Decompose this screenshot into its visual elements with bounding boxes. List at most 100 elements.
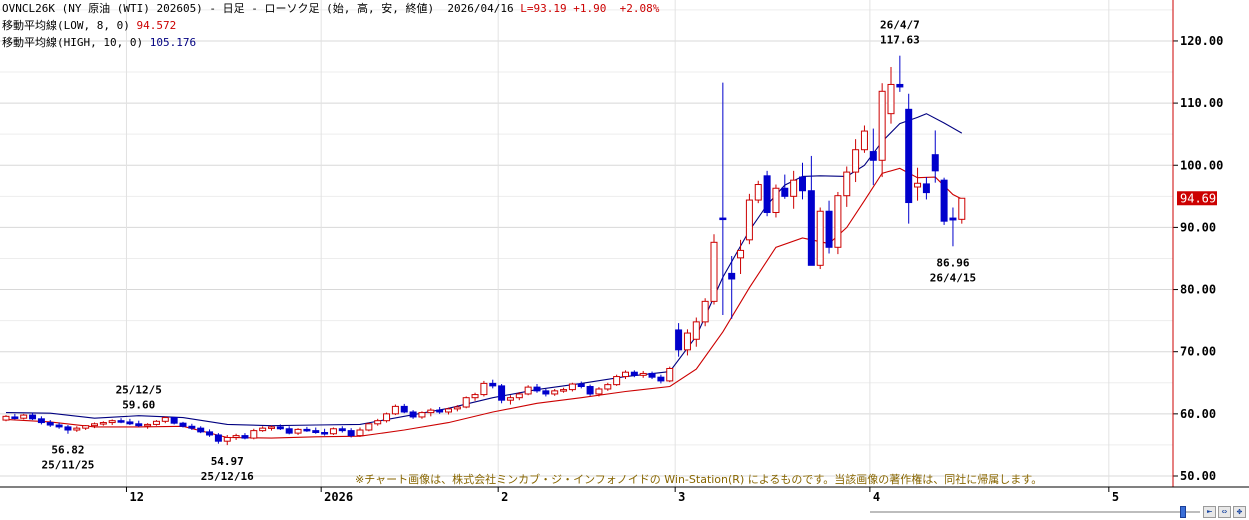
candle-up <box>568 383 576 391</box>
y-tick-label: 120.00 <box>1180 34 1223 48</box>
candle-down <box>905 108 913 204</box>
candle-down <box>896 83 904 88</box>
candle-down <box>825 210 833 248</box>
annotation-date: 26/4/7 <box>880 19 920 32</box>
candle-up <box>453 406 461 410</box>
candle-down <box>206 431 214 436</box>
candle-up <box>232 435 240 438</box>
candle-down <box>940 179 948 222</box>
candle-up <box>843 171 851 197</box>
annotation-value: 86.96 <box>936 256 969 269</box>
candle-up <box>772 187 780 213</box>
y-tick-label: 50.00 <box>1180 469 1216 483</box>
y-tick-label: 80.00 <box>1180 283 1216 297</box>
legend-ma-low-value: 94.572 <box>136 19 177 32</box>
candle-up <box>754 184 762 201</box>
candle-down <box>55 424 63 428</box>
candle-down <box>126 421 134 425</box>
zoom-in-icon[interactable]: ⇔ <box>1218 506 1231 518</box>
candle-up <box>161 417 169 422</box>
candle-down <box>489 382 497 387</box>
chart-title: OVNCL26K (NY 原油 (WTI) 202605) - 日足 - ローソ… <box>2 2 435 15</box>
candle-down <box>577 383 585 388</box>
current-price-badge <box>1177 191 1217 206</box>
candle-up <box>374 420 382 425</box>
candle-up <box>356 429 364 437</box>
candle-up <box>506 397 514 401</box>
candle-down <box>436 409 444 413</box>
candle-up <box>268 426 275 429</box>
candle-down <box>276 426 284 430</box>
candle-down <box>400 405 408 413</box>
candle-up <box>418 412 426 418</box>
candle-up <box>294 428 302 434</box>
candle-up <box>144 423 152 427</box>
candle-down <box>117 420 125 423</box>
legend-ma-high-value: 105.176 <box>149 36 197 49</box>
candle-up <box>737 249 745 259</box>
candle-up <box>639 372 647 376</box>
candle-down <box>675 329 683 351</box>
y-tick-label: 110.00 <box>1180 96 1223 110</box>
candle-up <box>852 149 860 173</box>
annotation-date: 25/11/25 <box>41 459 94 472</box>
scrollbar-thumb[interactable] <box>1180 506 1186 518</box>
candle-up <box>2 415 10 421</box>
annotation-value: 59.60 <box>122 399 155 412</box>
candle-up <box>613 376 621 386</box>
zoom-out-icon[interactable]: ⇤ <box>1203 506 1216 518</box>
candle-up <box>710 241 718 302</box>
plot-background <box>0 0 1173 487</box>
candle-down <box>648 372 656 378</box>
candle-up <box>73 427 81 431</box>
price-change-pct: +2.08% <box>619 2 660 15</box>
candle-down <box>542 390 550 395</box>
candle-down <box>241 435 249 439</box>
candle-down <box>781 187 789 197</box>
quote-date: 2026/04/16 <box>447 2 514 15</box>
candle-up <box>816 210 824 266</box>
candle-down <box>312 430 320 433</box>
candle-down <box>719 217 727 221</box>
candle-up <box>887 83 895 115</box>
candle-up <box>383 413 391 422</box>
candle-down <box>630 371 638 376</box>
candle-up <box>20 414 28 419</box>
candle-up <box>878 90 886 161</box>
candle-down <box>188 425 196 429</box>
candle-up <box>365 423 373 431</box>
candle-down <box>170 417 178 424</box>
candle-down <box>728 272 736 280</box>
legend-ma-high-label: 移動平均線(HIGH, 10, 0) <box>2 36 144 49</box>
candle-down <box>321 431 329 435</box>
candle-up <box>622 371 629 378</box>
candle-down <box>409 411 417 418</box>
candle-up <box>108 420 116 424</box>
candle-down <box>869 151 877 161</box>
candle-up <box>329 428 337 435</box>
candle-up <box>445 408 452 413</box>
candle-down <box>37 418 45 424</box>
candle-up <box>82 425 90 429</box>
horizontal-scrollbar[interactable] <box>870 506 1210 518</box>
annotation-date: 25/12/16 <box>201 470 254 483</box>
candle-up <box>427 409 435 414</box>
candle-up <box>834 195 842 248</box>
candle-up <box>515 393 523 399</box>
candle-up <box>391 405 399 415</box>
candle-up <box>560 389 568 392</box>
x-tick-label: 3 <box>678 490 685 504</box>
candle-down <box>498 385 506 401</box>
candle-up <box>958 197 966 220</box>
current-price-badge-label: 94.69 <box>1180 191 1216 205</box>
candle-up <box>259 427 267 432</box>
expand-icon[interactable]: ✥ <box>1233 506 1246 518</box>
candle-down <box>586 386 594 395</box>
candle-up <box>462 397 470 408</box>
candle-down <box>214 434 222 442</box>
candle-up <box>250 430 258 439</box>
candle-up <box>91 423 98 427</box>
candle-up <box>790 179 798 197</box>
